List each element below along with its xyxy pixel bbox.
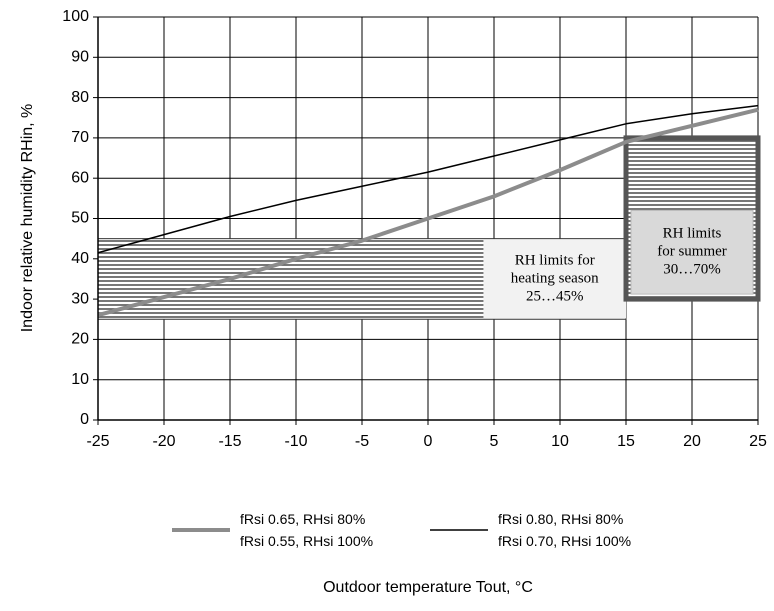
x-tick-label: -20 (152, 433, 175, 450)
series-line (97, 104, 759, 254)
y-tick-label: 20 (71, 331, 89, 348)
x-tick-label: -10 (284, 433, 307, 450)
x-tick-label: 15 (617, 433, 635, 450)
axes: 0 10 20 30 40 50 60 70 80 90 100 -25 -20 -15 -10 -5 0 5 10… (62, 8, 767, 450)
x-tick-label: -25 (86, 433, 109, 450)
y-tick-label: 50 (71, 210, 89, 227)
y-tick-label: 40 (71, 250, 89, 267)
y-tick-label: 70 (71, 129, 89, 146)
band-label: heating season (511, 270, 599, 286)
band-label: RH limits for (515, 252, 595, 268)
legend-label: fRsi 0.65, RHsi 80% fRsi 0.55, RHsi 100% (240, 511, 373, 549)
x-tick-label: -5 (355, 433, 369, 450)
x-axis-label: Outdoor temperature Tout, °C (323, 579, 533, 596)
bands: RH limits for heating season 25…45% RH limi… (97, 135, 761, 320)
y-axis-label: Indoor relative humidity RHin, % (19, 104, 36, 333)
y-tick-label: 30 (71, 290, 89, 307)
band-label: 30…70% (663, 262, 721, 278)
y-tick-label: 10 (71, 371, 89, 388)
band-label: RH limits (663, 226, 722, 242)
y-tick-label: 80 (71, 89, 89, 106)
y-tick-label: 100 (62, 8, 89, 25)
band-label: 25…45% (526, 288, 584, 304)
x-tick-label: 20 (683, 433, 701, 450)
band-label: for summer (657, 244, 727, 260)
x-tick-label: 0 (424, 433, 433, 450)
x-tick-label: 10 (551, 433, 569, 450)
y-tick-label: 60 (71, 169, 89, 186)
y-tick-label: 0 (80, 411, 89, 428)
band-label-box (630, 209, 754, 295)
series-line (97, 107, 759, 318)
x-tick-label: 5 (490, 433, 499, 450)
x-tick-label: 25 (749, 433, 767, 450)
band-label-box (483, 239, 626, 319)
lines (97, 104, 759, 318)
x-tick-label: -15 (218, 433, 241, 450)
legend-label: fRsi 0.80, RHsi 80% fRsi 0.70, RHsi 100% (498, 511, 631, 549)
y-tick-label: 90 (71, 49, 89, 66)
